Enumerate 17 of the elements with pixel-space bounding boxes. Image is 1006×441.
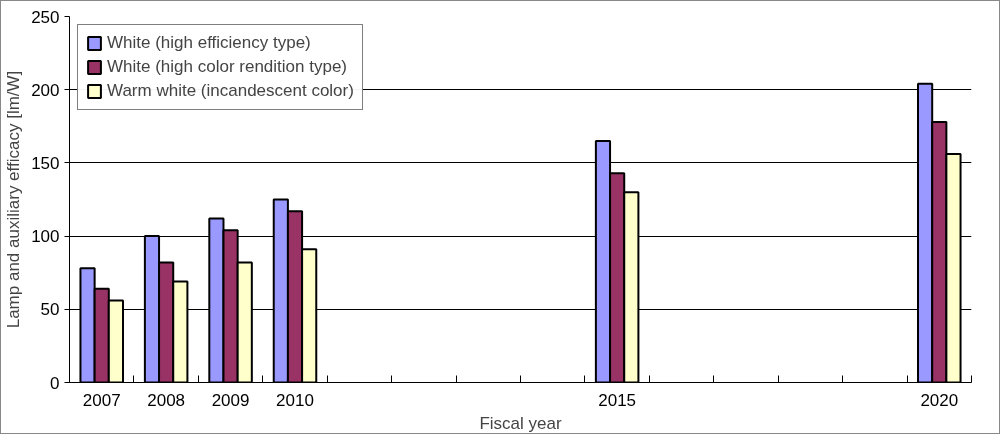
x-axis-title: Fiscal year [479,413,562,433]
legend-label: Warm white (incandescent color) [107,81,354,101]
legend-label: White (high efficiency type) [107,33,311,53]
x-tick-label: 2009 [211,390,250,410]
y-tick-label: 200 [31,80,60,100]
y-tick-label: 150 [31,153,60,173]
y-tick-label: 100 [31,227,60,247]
x-tick-label: 2007 [82,390,121,410]
y-tick-label: 50 [40,300,60,320]
x-tick-label: 2008 [147,390,186,410]
y-tick-label: 0 [50,373,60,393]
x-tick-label: 2010 [276,390,314,410]
x-tick-label: 2020 [920,390,959,410]
y-tick-label: 250 [31,7,60,27]
legend-label: White (high color rendition type) [107,57,348,77]
x-tick-label: 2015 [598,390,637,410]
y-axis-title: Lamp and auxiliary efficacy [lm/W] [4,70,24,329]
